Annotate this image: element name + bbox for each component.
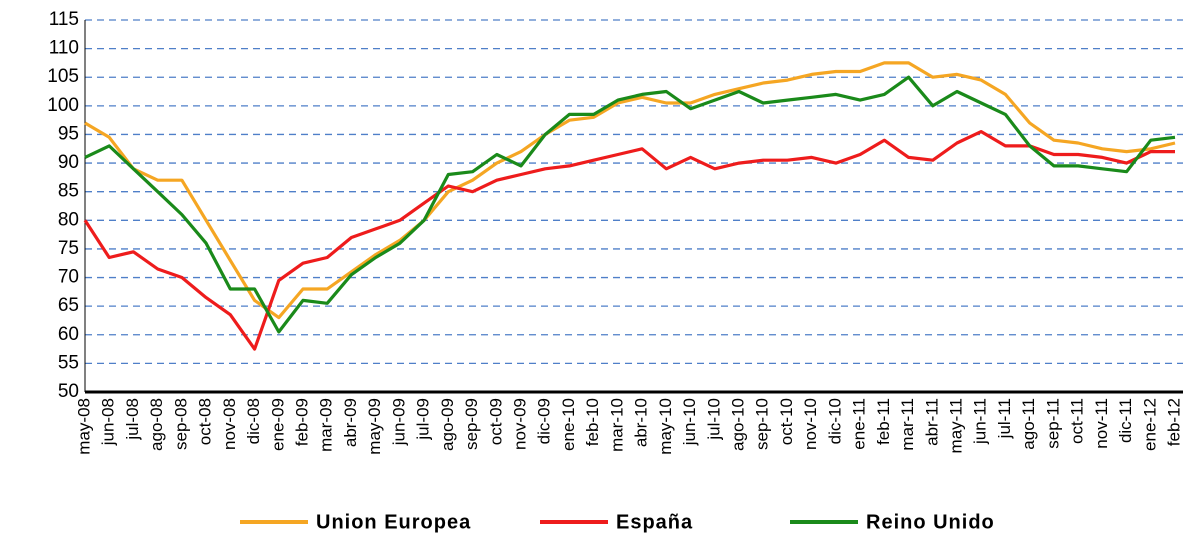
x-tick-label: oct-11: [1068, 398, 1087, 444]
x-tick-label: mar-09: [317, 398, 336, 452]
x-tick-label: mar-11: [898, 398, 917, 451]
y-tick-label: 70: [58, 267, 79, 288]
x-tick-label: jun-10: [680, 398, 699, 446]
y-tick-label: 115: [49, 9, 79, 30]
x-tick-label: may-10: [656, 398, 675, 455]
x-tick-label: abr-10: [632, 398, 651, 447]
x-tick-label: ene-12: [1140, 398, 1159, 451]
x-tick-label: jun-08: [99, 398, 118, 446]
x-tick-label: nov-09: [510, 398, 529, 450]
x-tick-label: ago-11: [1019, 398, 1038, 450]
legend-item: España: [540, 511, 693, 533]
x-tick-label: oct-08: [196, 398, 215, 445]
x-tick-label: jul-11: [995, 398, 1014, 439]
legend-label: Union Europea: [316, 511, 471, 533]
x-tick-label: feb-10: [583, 398, 602, 446]
series-line: [84, 75, 1176, 334]
x-tick-label: ago-09: [438, 398, 457, 451]
x-tick-label: jul-08: [123, 398, 142, 441]
y-tick-label: 60: [58, 324, 79, 345]
x-tick-label: may-08: [74, 398, 93, 455]
y-tick-label: 105: [47, 66, 79, 87]
x-tick-label: nov-08: [220, 398, 239, 450]
x-tick-label: abr-09: [341, 398, 360, 447]
x-tick-label: dic-08: [244, 398, 263, 444]
x-tick-label: nov-11: [1092, 398, 1111, 449]
x-tick-label: ago-10: [728, 398, 747, 451]
y-tick-label: 75: [58, 238, 79, 259]
x-tick-label: feb-11: [874, 398, 893, 445]
x-tick-label: ene-09: [268, 398, 287, 451]
x-tick-label: dic-11: [1116, 398, 1135, 443]
x-tick-label: jun-11: [971, 398, 990, 445]
y-tick-label: 80: [58, 209, 79, 230]
x-tick-label: sep-10: [753, 398, 772, 450]
x-tick-label: dic-10: [825, 398, 844, 444]
y-tick-label: 55: [58, 352, 79, 373]
x-tick-label: mar-10: [607, 398, 626, 452]
x-tick-label: sep-09: [462, 398, 481, 450]
y-tick-label: 85: [58, 181, 79, 202]
y-tick-label: 100: [47, 95, 79, 116]
x-tick-label: jul-10: [704, 398, 723, 441]
x-tick-label: ago-08: [147, 398, 166, 451]
series-line: [84, 61, 1176, 320]
x-tick-label: jul-09: [414, 398, 433, 441]
x-tick-label: oct-09: [486, 398, 505, 445]
y-tick-label: 90: [58, 152, 79, 173]
legend-label: Reino Unido: [866, 511, 995, 533]
x-tick-label: jun-09: [389, 398, 408, 446]
x-tick-label: oct-10: [777, 398, 796, 445]
x-tick-label: dic-09: [535, 398, 554, 444]
legend-item: Reino Unido: [790, 511, 995, 533]
x-tick-label: sep-08: [171, 398, 190, 450]
y-tick-label: 95: [58, 123, 79, 144]
y-tick-label: 110: [49, 38, 79, 59]
x-tick-label: nov-10: [801, 398, 820, 450]
x-tick-label: ene-11: [850, 398, 869, 450]
x-tick-label: feb-09: [292, 398, 311, 446]
x-tick-label: may-09: [365, 398, 384, 455]
legend-item: Union Europea: [240, 511, 471, 533]
legend-label: España: [616, 511, 693, 533]
x-tick-label: may-11: [946, 398, 965, 453]
x-tick-label: ene-10: [559, 398, 578, 451]
series-line: [83, 130, 1175, 351]
y-tick-label: 65: [58, 295, 79, 316]
y-tick-label: 50: [58, 381, 79, 402]
x-tick-label: feb-12: [1164, 398, 1183, 446]
x-tick-label: sep-11: [1043, 398, 1062, 449]
x-tick-label: abr-11: [922, 398, 941, 446]
